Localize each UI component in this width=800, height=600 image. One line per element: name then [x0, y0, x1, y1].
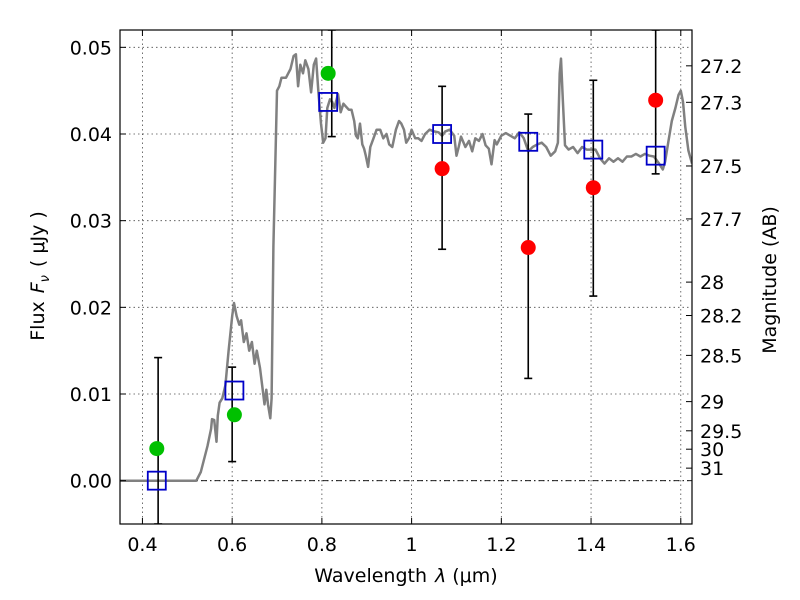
y-tick-label: 0.02: [70, 297, 112, 319]
red-detections: [434, 92, 664, 256]
model-spectrum: [120, 53, 692, 482]
magnitude-tick-label: 27.3: [700, 92, 742, 114]
x-tick-label: 1.2: [486, 534, 516, 556]
magnitude-tick-label: 28.5: [700, 345, 742, 367]
y-tick-label: 0.03: [70, 211, 112, 233]
model-photometry-square: [146, 470, 167, 491]
green-point: [149, 441, 165, 457]
magnitude-tick-label: 27.2: [700, 56, 742, 78]
model-photometry-square: [432, 124, 453, 144]
x-axis-label: Wavelength λ (μm): [314, 565, 497, 587]
magnitude-tick-label: 27.7: [700, 209, 742, 231]
ticks: [120, 30, 692, 524]
magnitude-tick-label: 30: [700, 439, 724, 461]
model-photometry-squares: [146, 92, 666, 491]
y-axis-label-sub: ν: [38, 275, 53, 282]
error-bars: [154, 30, 660, 524]
x-tick-label: 1.6: [666, 534, 696, 556]
magnitude-tick-label: 29: [700, 392, 724, 414]
model-photometry-square: [518, 131, 539, 152]
y-axis-label-var: F: [27, 281, 49, 293]
y-axis-label-unit: ( μJy ): [27, 211, 49, 267]
y-tick-label: 0.05: [70, 37, 112, 59]
x-axis-label-var: λ: [434, 565, 446, 587]
magnitude-tick-label: 29.5: [700, 421, 742, 443]
green-detections: [149, 65, 336, 457]
red-point: [648, 92, 664, 108]
secondary-y-axis-label: Magnitude (AB): [759, 206, 781, 354]
magnitude-tick-label: 28.2: [700, 306, 742, 328]
x-tick-labels: 0.4 0.6 0.8 1 1.2 1.4 1.6: [127, 534, 696, 556]
x-tick-label: 0.6: [217, 534, 247, 556]
x-tick-label: 0.8: [307, 534, 337, 556]
x-tick-label: 1: [406, 534, 418, 556]
plot-frame: [119, 29, 693, 525]
y-axis-label: Flux Fν ( μJy ): [27, 211, 53, 341]
x-axis-label-unit: (μm): [452, 565, 497, 587]
model-photometry-square: [583, 139, 604, 160]
y-tick-label: 0.04: [70, 124, 112, 146]
model-photometry-square: [645, 145, 666, 166]
magnitude-tick-label: 27.5: [700, 156, 742, 178]
model-photometry-square: [224, 380, 245, 401]
y-axis-label-prefix: Flux: [27, 301, 49, 341]
x-axis-label-prefix: Wavelength: [314, 565, 427, 587]
x-tick-label: 1.4: [576, 534, 606, 556]
magnitude-tick-label: 28: [700, 272, 724, 294]
red-point: [434, 161, 450, 177]
model-spectrum-line: [120, 53, 692, 482]
model-photometry-square: [318, 92, 339, 112]
magnitude-tick-label: 31: [700, 458, 724, 480]
y-tick-label: 0.00: [70, 471, 112, 493]
red-point: [520, 240, 536, 256]
x-tick-label: 0.4: [127, 534, 157, 556]
y-tick-label: 0.01: [70, 384, 112, 406]
green-point: [320, 65, 336, 81]
green-point: [226, 407, 242, 423]
red-point: [585, 180, 601, 196]
y-tick-labels: 0.00 0.01 0.02 0.03 0.04 0.05: [70, 37, 112, 492]
